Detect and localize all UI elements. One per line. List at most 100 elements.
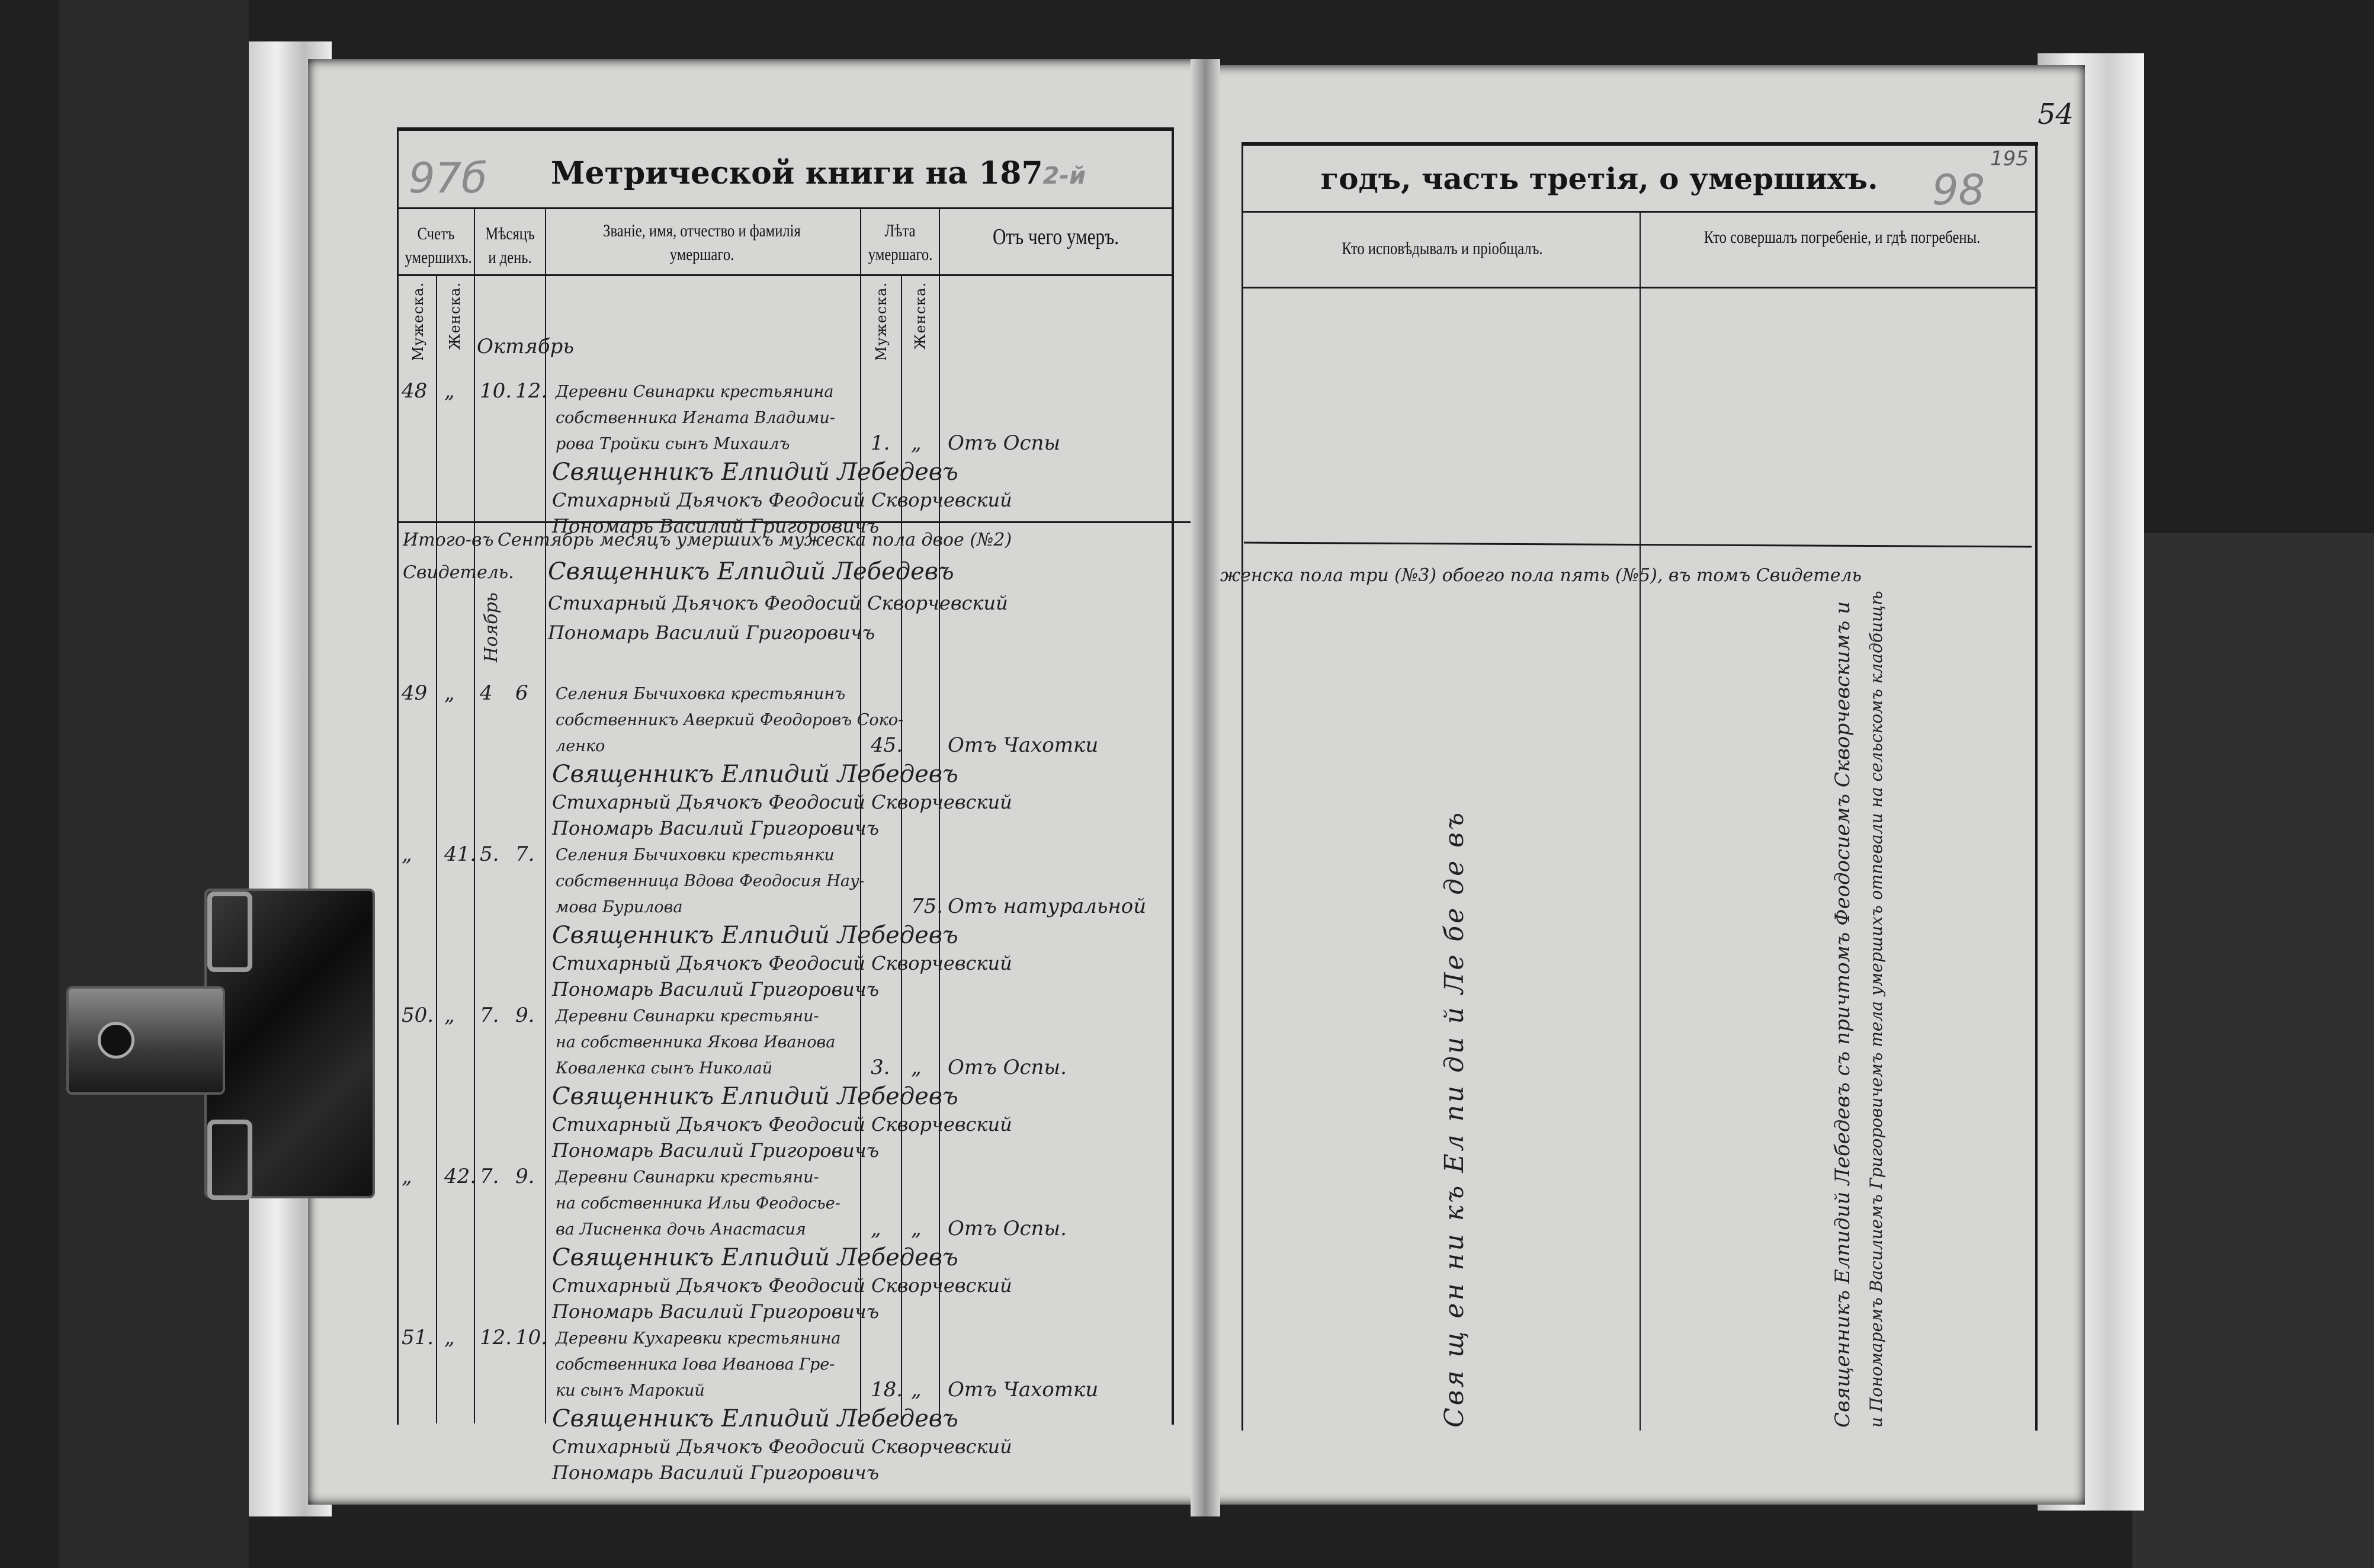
entry-name-line: Деревни Кухаревки крестьянина — [556, 1329, 841, 1348]
left-summary-divider — [397, 521, 1191, 523]
col-line — [901, 274, 902, 1423]
summary-signature: Пономарь Василий Григоровичъ — [548, 621, 875, 644]
entry-age-male: 3. — [871, 1056, 890, 1079]
binder-clip-hole — [98, 1022, 134, 1059]
header-count: Счетъ умершихъ. — [405, 224, 472, 267]
binder-clip-body — [204, 889, 375, 1198]
summary-text: Сентябрь месяцъ умершихъ мужеска пола дв… — [498, 530, 1012, 550]
entry-signature: Священникъ Елпидий Лебедевъ — [552, 1405, 958, 1432]
burial-vertical-text-1: Священникъ Елпидий Лебедевъ съ причтомъ … — [1831, 601, 1855, 1428]
entry-name-line: ки сынъ Марокий — [556, 1381, 705, 1400]
entry-name-line: Деревни Свинарки крестьянина — [556, 383, 834, 401]
entry-signature: Пономарь Василий Григоровичъ — [552, 515, 880, 537]
entry-name-line: собственника Игната Владими- — [556, 409, 835, 427]
entry-male-no: „ — [402, 842, 412, 866]
right-table-top-border — [1241, 142, 2038, 146]
left-table-right-border — [1172, 127, 1174, 1425]
entry-age-female: „ — [911, 1217, 922, 1240]
entry-name-line: на собственника Якова Иванова — [556, 1033, 836, 1051]
entry-cause: Отъ Оспы. — [948, 1056, 1067, 1079]
entry-age-male: 1. — [871, 431, 890, 455]
confessor-vertical-text: Свя щ ен ни къ Ел пи ди й Ле бе де въ — [1439, 810, 1470, 1428]
header-month-day: Мѣсяцъ и день. — [485, 224, 535, 267]
left-header-divider — [397, 274, 1174, 276]
header-age: Лѣта умершаго. — [868, 221, 933, 264]
entry-cause: Отъ Чахотки — [948, 733, 1099, 757]
burial-vertical-text-2: и Пономаремъ Василиемъ Григоровичемъ тел… — [1866, 591, 1886, 1428]
header-burial: Кто совершалъ погребеніе, и гдѣ погребен… — [1703, 227, 1981, 247]
col-line — [860, 209, 861, 1423]
entry-day: 6 — [515, 681, 528, 705]
entry-month: 10. — [480, 379, 512, 403]
entry-name-line: Коваленка сынъ Николай — [556, 1059, 773, 1078]
entry-name-line: собственница Вдова Феодосия Наy- — [556, 872, 865, 890]
entry-male-no: 51. — [402, 1326, 434, 1349]
entry-age-female: 75. — [911, 894, 944, 918]
col-line — [939, 209, 940, 1423]
entry-name-line: Деревни Свинарки крестьяни- — [556, 1007, 819, 1025]
entry-month: 7. — [480, 1165, 499, 1188]
entry-day: 7. — [515, 842, 535, 866]
entry-signature: Стихарный Дьячокъ Феодосий Скворчевский — [552, 1113, 1012, 1136]
entry-cause: Отъ Оспы — [948, 431, 1061, 455]
entry-age-male: 18. — [871, 1378, 903, 1402]
entry-month: 7. — [480, 1003, 499, 1027]
entry-female-no: „ — [444, 1003, 455, 1027]
entry-day: 9. — [515, 1003, 535, 1027]
entry-name-line: собственника Іова Иванова Гре- — [556, 1355, 835, 1374]
col-line — [1640, 213, 1641, 1431]
left-table-left-border — [397, 127, 399, 1425]
entry-name-line: рова Тройки сынъ Михаилъ — [556, 435, 790, 453]
header-age-female: Женска. — [912, 282, 929, 350]
handwritten-year: 2-й — [1042, 162, 1086, 190]
header-male: Мужеска. — [410, 282, 426, 361]
entry-female-no: „ — [444, 681, 455, 705]
left-title-divider — [397, 207, 1174, 209]
margin-pencil-number: 98 — [1932, 166, 1985, 214]
entry-day: 10. — [515, 1326, 548, 1349]
entry-age-female: „ — [911, 1056, 922, 1079]
right-page — [1208, 65, 2085, 1505]
entry-signature: Священникъ Елпидий Лебедевъ — [552, 922, 958, 949]
entry-signature: Стихарный Дьячокъ Феодосий Скворчевский — [552, 489, 1012, 511]
entry-signature: Стихарный Дьячокъ Феодосий Скворчевский — [552, 952, 1012, 974]
entry-signature: Стихарный Дьячокъ Феодосий Скворчевский — [552, 1274, 1012, 1297]
entry-signature: Священникъ Елпидий Лебедевъ — [552, 458, 958, 486]
margin-pencil-number: 97б — [409, 154, 487, 203]
entry-signature: Священникъ Елпидий Лебедевъ — [552, 1083, 958, 1110]
entry-name-line: Селения Бычиховка крестьянинъ — [556, 685, 846, 703]
entry-name-line: собственникъ Аверкий Феодоровъ Соко- — [556, 711, 904, 729]
entry-name-line: ва Лисненка дочь Анастасия — [556, 1220, 806, 1239]
folio-number: 54 — [2038, 98, 2074, 131]
entry-female-no: „ — [444, 1326, 455, 1349]
header-cause: Отъ чего умеръ. — [992, 225, 1119, 249]
month-october-label: Октябрь — [477, 335, 574, 358]
entry-cause: Отъ натуральной — [948, 894, 1147, 918]
left-page-title: Метрической книги на 1872-й — [551, 155, 1086, 191]
summary-label-1: Итого-въ — [403, 530, 494, 550]
entry-male-no: 49 — [402, 681, 428, 705]
right-page-title: годъ, часть третія, о умершихъ. — [1320, 161, 1878, 196]
entry-signature: Стихарный Дьячокъ Феодосий Скворчевский — [552, 791, 1012, 813]
entry-male-no: „ — [402, 1165, 412, 1188]
header-female: Женска. — [447, 282, 463, 350]
left-page — [308, 59, 1208, 1505]
entry-male-no: 50. — [402, 1003, 434, 1027]
margin-number-small: 195 — [1990, 147, 2029, 171]
col-line — [545, 209, 546, 1423]
entry-signature: Пономарь Василий Григоровичъ — [552, 817, 880, 839]
right-title-divider — [1241, 211, 2036, 213]
right-table-left-border — [1241, 142, 1243, 1431]
entry-day: 9. — [515, 1165, 535, 1188]
scanner-background-panel-left — [59, 0, 249, 1568]
sub-header-line — [860, 274, 939, 275]
header-age-male: Мужеска. — [873, 282, 890, 361]
entry-signature: Священникъ Елпидий Лебедевъ — [552, 761, 958, 788]
entry-signature: Стихарный Дьячокъ Феодосий Скворчевский — [552, 1435, 1012, 1458]
entry-female-no: 42. — [444, 1165, 477, 1188]
scanner-background-panel-right — [2132, 533, 2374, 1568]
entry-signature: Пономарь Василий Григоровичъ — [552, 1139, 880, 1162]
left-table-top-border — [397, 127, 1174, 131]
entry-age-male: „ — [871, 1217, 881, 1240]
entry-month: 4 — [480, 681, 493, 705]
